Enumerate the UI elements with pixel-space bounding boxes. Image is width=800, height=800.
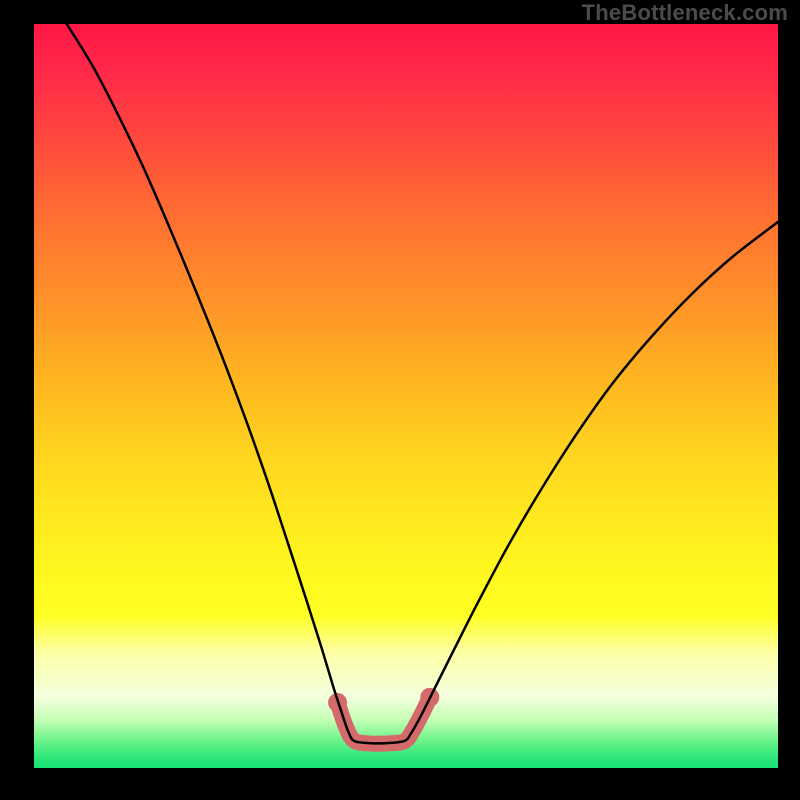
plot-area xyxy=(34,24,778,768)
curve-layer xyxy=(34,24,778,768)
bottleneck-curve xyxy=(67,24,778,743)
watermark: TheBottleneck.com xyxy=(582,0,788,26)
